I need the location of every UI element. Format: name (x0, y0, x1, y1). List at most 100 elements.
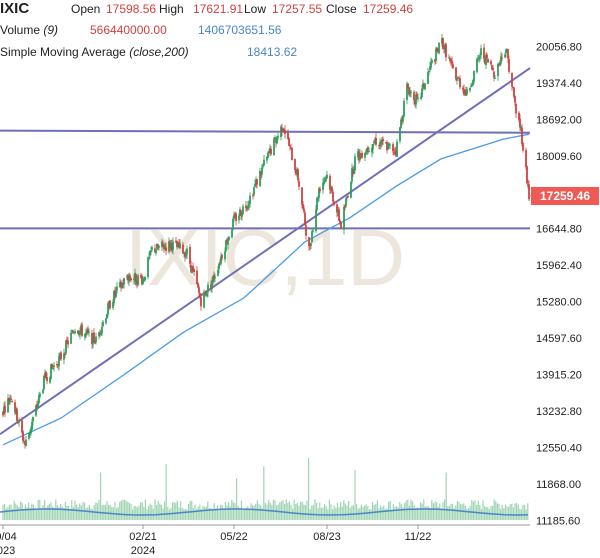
candle-body (372, 144, 374, 150)
volume-bar (224, 501, 226, 520)
candle-body (490, 61, 492, 65)
candle-body (330, 187, 332, 189)
candle-body (22, 431, 24, 441)
candle-body (450, 59, 452, 62)
volume-bar (356, 503, 358, 520)
candle-body (435, 48, 437, 61)
candle-body (373, 141, 375, 144)
candle-body (319, 188, 321, 191)
candle-body (274, 137, 276, 139)
candle-body (51, 363, 53, 368)
candle-body (17, 422, 19, 424)
candle-body (525, 149, 527, 168)
candle-body (389, 144, 391, 146)
volume-bar (24, 504, 26, 520)
volume-bar (149, 503, 151, 520)
volume-bar (432, 503, 434, 520)
candle-body (305, 225, 307, 236)
candle-body (36, 404, 38, 407)
candle-body (301, 187, 303, 205)
x-tick-label: 08/23 (313, 531, 341, 543)
volume-bar (264, 502, 266, 520)
volume-bar (455, 505, 457, 520)
candle-body (445, 44, 447, 58)
candle-body (112, 302, 114, 308)
volume-bar (311, 505, 313, 520)
candle-body (388, 143, 390, 145)
volume-bar (306, 500, 308, 520)
candle-body (35, 405, 37, 416)
volume-bar (413, 505, 415, 520)
candle-body (365, 151, 367, 154)
candle-body (443, 47, 445, 50)
candle-body (282, 128, 284, 132)
candle-body (273, 138, 275, 156)
candle-body (504, 54, 506, 58)
candle-body (402, 115, 404, 122)
volume-bar (501, 504, 503, 520)
candle-body (396, 141, 398, 157)
candle-body (462, 87, 464, 90)
candle-body (448, 57, 450, 59)
volume-bar (524, 504, 526, 520)
candle-body (4, 405, 6, 413)
candle-body (123, 278, 125, 285)
candle-body (248, 204, 250, 206)
volume-bar (450, 503, 452, 520)
candle-body (480, 48, 482, 56)
candle-body (256, 178, 258, 185)
candle-body (49, 377, 51, 383)
volume-bar (506, 506, 508, 520)
candle-body (84, 333, 86, 338)
candle-body (483, 47, 485, 59)
candle-body (133, 278, 135, 281)
volume-bar (208, 508, 210, 520)
volume-bar (48, 503, 50, 520)
candle-body (241, 214, 243, 217)
candle-body (406, 83, 408, 101)
volume-bar (61, 506, 63, 520)
candle-body (428, 70, 430, 72)
volume-bar (335, 507, 337, 520)
volume-bar (108, 504, 110, 520)
volume-bar (412, 501, 414, 520)
candle-body (288, 138, 290, 146)
trendline (0, 67, 531, 435)
candle-body (394, 152, 396, 154)
volume-bar (320, 507, 322, 520)
candle-body (295, 170, 297, 175)
low-label: Low (244, 2, 267, 16)
volume-bar (23, 508, 25, 520)
candle-body (106, 313, 108, 319)
volume-bar (181, 507, 183, 520)
candle-body (205, 290, 207, 295)
candle-body (107, 303, 109, 315)
candle-body (126, 276, 128, 278)
volume-bar (218, 508, 220, 520)
volume-bar (213, 503, 215, 520)
candle-body (161, 241, 163, 248)
candle-body (78, 333, 80, 336)
candle-body (353, 169, 355, 174)
volume-bar (68, 506, 70, 520)
candle-body (176, 240, 178, 248)
candle-body (472, 80, 474, 86)
candle-body (310, 243, 312, 246)
volume-bar (511, 503, 513, 520)
volume-bar (514, 503, 516, 520)
candle-body (171, 243, 173, 251)
candle-body (164, 246, 166, 248)
volume-bar (440, 508, 442, 520)
candle-body (498, 64, 500, 66)
candle-body (86, 330, 88, 333)
sma-param: (close,200) (129, 45, 189, 59)
volume-bar (439, 503, 441, 520)
candle-body (331, 187, 333, 192)
volume-bar (322, 507, 324, 520)
candle-body (136, 281, 138, 284)
volume-bar (317, 508, 319, 520)
x-tick-year: 2023 (0, 545, 15, 557)
candle-body (424, 83, 426, 90)
volume-bar (15, 503, 17, 520)
